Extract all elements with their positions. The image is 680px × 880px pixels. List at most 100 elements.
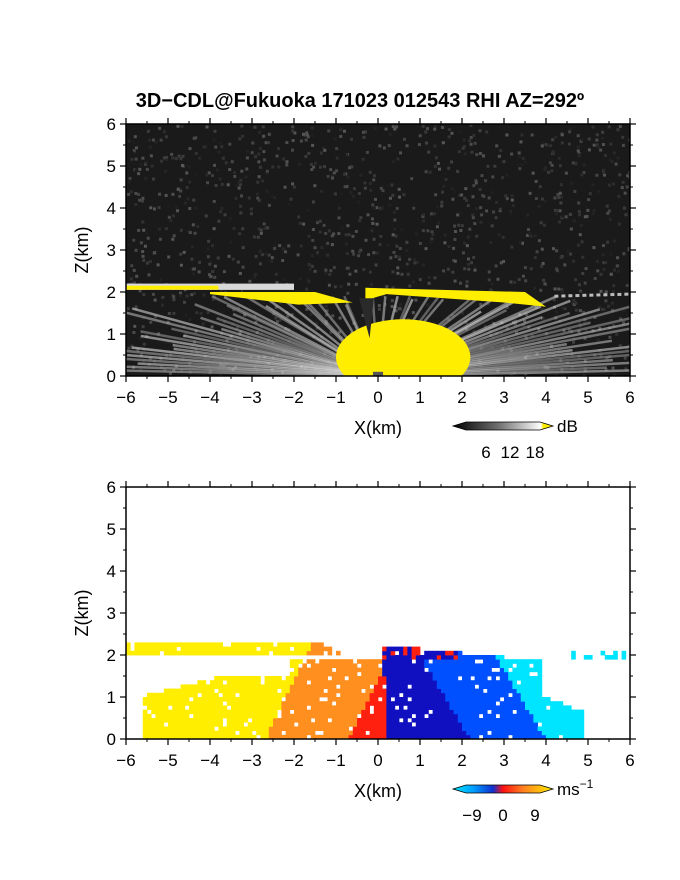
noise-pixel (581, 255, 585, 259)
velocity-cell (491, 680, 496, 685)
noise-pixel (513, 322, 517, 326)
noise-pixel (370, 229, 374, 233)
velocity-cell (231, 697, 236, 702)
velocity-cell (302, 722, 307, 727)
noise-pixel (231, 257, 235, 261)
velocity-cell (298, 667, 303, 673)
velocity-cell (331, 713, 337, 719)
velocity-cell (218, 646, 223, 652)
velocity-cell (453, 730, 459, 736)
noise-pixel (569, 227, 573, 231)
noise-pixel (166, 340, 170, 344)
noise-pixel (538, 338, 542, 342)
velocity-cell (277, 676, 282, 681)
velocity-cell (315, 705, 320, 710)
velocity-cell (550, 722, 555, 727)
velocity-cell (415, 659, 421, 664)
velocity-cell (264, 718, 270, 723)
velocity-cell (239, 734, 244, 739)
velocity-cell (357, 688, 362, 694)
velocity-cell (189, 650, 194, 656)
velocity-cell (189, 726, 194, 731)
velocity-cell (386, 692, 391, 698)
velocity-cell (394, 701, 400, 706)
noise-pixel (586, 208, 590, 212)
velocity-cell (499, 684, 505, 689)
velocity-cell (407, 734, 412, 739)
velocity-cell (575, 722, 580, 727)
velocity-cell (310, 688, 316, 694)
velocity-cell (386, 722, 391, 727)
velocity-cell (168, 734, 173, 739)
velocity-cell (281, 722, 286, 727)
velocity-cell (193, 726, 198, 731)
velocity-cell (470, 680, 475, 685)
velocity-cell (436, 659, 442, 664)
velocity-cell (277, 730, 282, 736)
velocity-colorbar-bar (451, 784, 555, 794)
noise-pixel (405, 262, 409, 266)
velocity-cell (520, 697, 526, 702)
velocity-cell (159, 705, 165, 710)
velocity-cell (159, 709, 165, 715)
noise-pixel (474, 181, 478, 185)
velocity-cell (378, 709, 383, 715)
velocity-cell (222, 692, 228, 698)
velocity-cell (428, 726, 433, 731)
velocity-cell (537, 692, 543, 698)
noise-pixel (182, 250, 186, 254)
velocity-cell (189, 718, 194, 723)
velocity-cell (512, 671, 517, 677)
noise-pixel (447, 166, 451, 170)
velocity-cell (226, 676, 232, 681)
velocity-cell (394, 655, 400, 660)
velocity-cell (470, 730, 475, 736)
velocity-cell (268, 697, 274, 702)
noise-pixel (220, 182, 224, 186)
velocity-cell (348, 730, 354, 736)
noise-pixel (509, 212, 513, 216)
velocity-cell (247, 680, 253, 685)
velocity-cell (210, 718, 215, 723)
velocity-cell (264, 697, 270, 702)
noise-pixel (315, 251, 319, 255)
velocity-cell (218, 730, 223, 736)
velocity-cell (331, 730, 337, 736)
velocity-cell (264, 705, 270, 710)
velocity-cell (453, 655, 459, 660)
noise-pixel (576, 149, 580, 153)
noise-pixel (459, 210, 463, 214)
noise-pixel (412, 206, 416, 210)
noise-pixel (394, 254, 398, 258)
noise-pixel (196, 224, 200, 228)
velocity-cell (147, 650, 152, 656)
velocity-cell (457, 697, 463, 702)
noise-pixel (434, 193, 438, 197)
velocity-cell (453, 680, 459, 685)
noise-pixel (307, 151, 311, 155)
velocity-cell (436, 734, 442, 739)
velocity-cell (483, 676, 488, 681)
velocity-cell (399, 713, 404, 719)
velocity-cell (306, 650, 312, 656)
velocity-cell (365, 671, 370, 677)
velocity-cell (281, 646, 286, 652)
noise-pixel (319, 189, 323, 193)
noise-pixel (418, 278, 422, 282)
velocity-cell (403, 659, 408, 664)
velocity-cell (613, 655, 618, 660)
velocity-cell (394, 713, 400, 719)
velocity-xlabel: X(km) (354, 781, 402, 801)
velocity-cell (214, 646, 219, 652)
noise-pixel (158, 237, 162, 241)
noise-pixel (388, 196, 392, 200)
velocity-cell (273, 684, 278, 689)
noise-pixel (130, 157, 134, 161)
velocity-cell (474, 722, 480, 727)
velocity-cell (315, 692, 320, 698)
x-tick-label: 2 (457, 388, 466, 407)
velocity-cell (529, 709, 534, 715)
noise-pixel (361, 157, 365, 161)
